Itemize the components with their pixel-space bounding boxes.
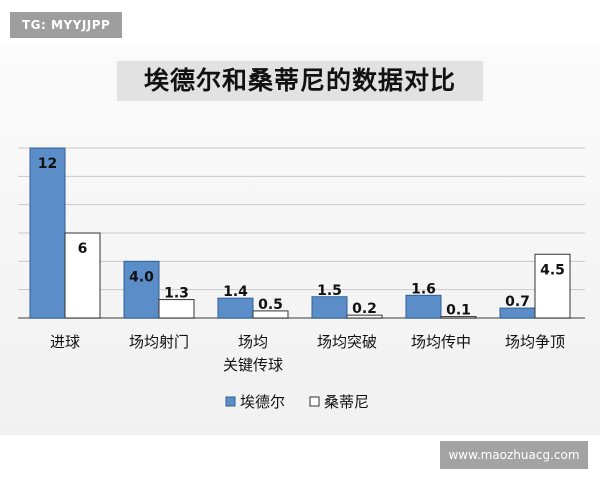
category-label: 进球 xyxy=(50,333,80,351)
category-label: 场均 xyxy=(238,333,268,351)
data-label: 0.7 xyxy=(505,294,530,310)
legend-swatch xyxy=(225,396,236,407)
bar-series2 xyxy=(346,314,383,319)
bar-series2 xyxy=(252,310,289,319)
data-label: 0.1 xyxy=(446,303,471,319)
bar-series1 xyxy=(217,297,254,319)
data-label: 0.5 xyxy=(258,297,283,313)
category-label: 场均突破 xyxy=(317,333,377,351)
chart-title: 埃德尔和桑蒂尼的数据对比 xyxy=(117,61,483,101)
bar-series1 xyxy=(123,260,160,319)
site-watermark: www.maozhuacg.com xyxy=(440,441,588,469)
data-label: 4.5 xyxy=(540,262,565,278)
data-label: 1.4 xyxy=(223,284,248,300)
bar-series1 xyxy=(405,294,442,319)
data-label: 6 xyxy=(78,241,88,257)
chart-area: 埃德尔和桑蒂尼的数据对比 12 6 进球 4.0 1.3 场均射门 1.4 0.5 场均关键传球… xyxy=(0,45,600,435)
watermark-label: TG: MYYJJPP xyxy=(10,12,123,38)
data-label: 1.5 xyxy=(317,283,342,299)
legend-label: 埃德尔 xyxy=(240,393,285,411)
bar-series1 xyxy=(311,296,348,319)
bar-series2 xyxy=(534,253,571,319)
data-label: 12 xyxy=(38,156,57,172)
bar-series2 xyxy=(440,316,477,319)
legend-label: 桑蒂尼 xyxy=(324,393,369,411)
category-label: 场均射门 xyxy=(129,333,189,351)
category-label: 关键传球 xyxy=(223,356,283,374)
data-label: 4.0 xyxy=(129,269,154,285)
data-label: 0.2 xyxy=(352,301,377,317)
category-label: 场均争顶 xyxy=(505,333,565,351)
bar-series1 xyxy=(29,147,66,319)
legend-swatch xyxy=(309,396,320,407)
bar-series2 xyxy=(158,299,195,319)
category-label: 场均传中 xyxy=(411,333,471,351)
data-label: 1.6 xyxy=(411,281,436,297)
data-label: 1.3 xyxy=(164,286,189,302)
bar-series2 xyxy=(64,232,101,319)
